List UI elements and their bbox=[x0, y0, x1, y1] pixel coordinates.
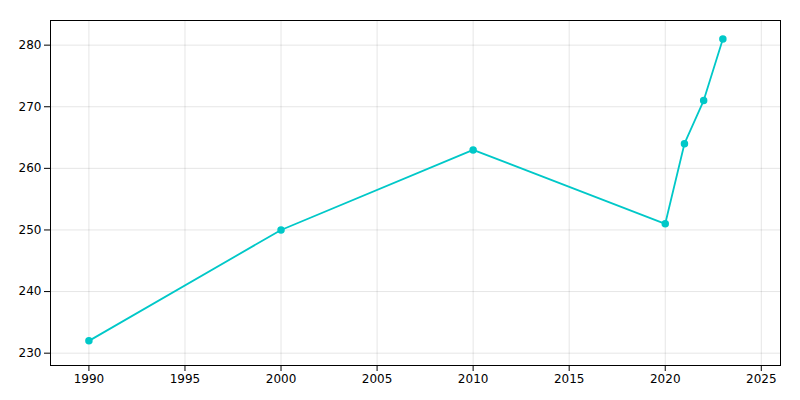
svg-text:250: 250 bbox=[19, 223, 42, 237]
svg-text:1990: 1990 bbox=[74, 372, 105, 386]
svg-text:270: 270 bbox=[19, 100, 42, 114]
svg-text:1995: 1995 bbox=[170, 372, 201, 386]
svg-text:2015: 2015 bbox=[554, 372, 585, 386]
svg-text:2010: 2010 bbox=[458, 372, 489, 386]
svg-text:280: 280 bbox=[19, 38, 42, 52]
svg-text:2000: 2000 bbox=[266, 372, 297, 386]
svg-text:2025: 2025 bbox=[746, 372, 777, 386]
svg-text:260: 260 bbox=[19, 161, 42, 175]
svg-text:2005: 2005 bbox=[362, 372, 393, 386]
svg-text:2020: 2020 bbox=[650, 372, 681, 386]
svg-text:240: 240 bbox=[19, 284, 42, 298]
svg-text:230: 230 bbox=[19, 346, 42, 360]
